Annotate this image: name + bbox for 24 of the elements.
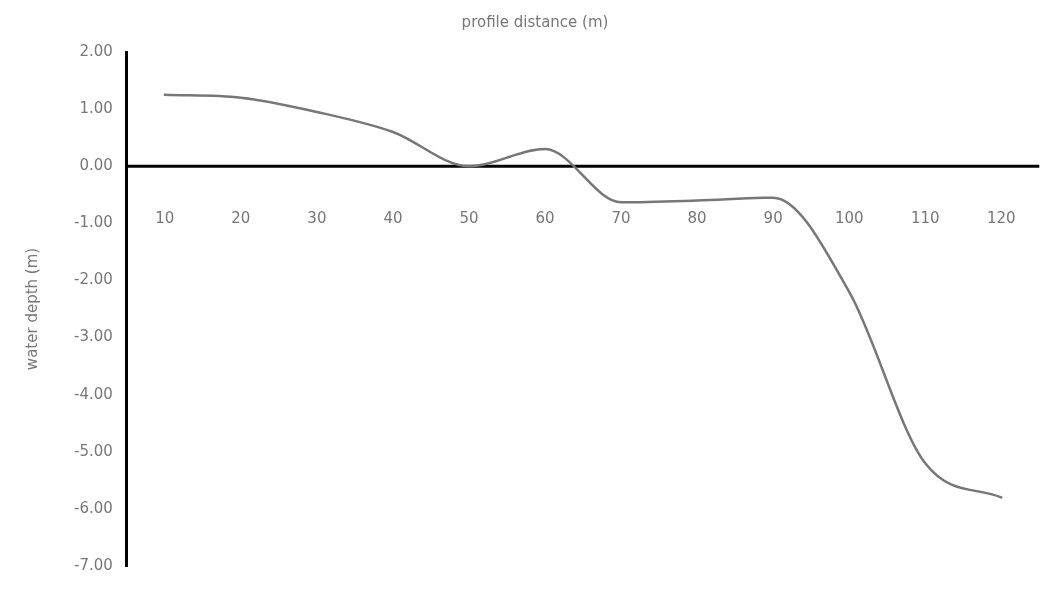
- x-tick-label: 20: [231, 209, 251, 228]
- y-tick-label: -4.00: [74, 384, 113, 403]
- x-tick-label: 90: [763, 209, 783, 228]
- x-tick-label: 30: [307, 209, 327, 228]
- x-axis-title: profile distance (m): [461, 12, 609, 31]
- y-tick-label: -1.00: [74, 213, 113, 232]
- x-tick-label: 50: [459, 209, 479, 228]
- y-tick-label: 1.00: [79, 99, 113, 117]
- y-tick-label: -3.00: [74, 327, 113, 346]
- x-tick-label: 80: [687, 209, 707, 228]
- y-tick-label: 0.00: [79, 156, 113, 175]
- x-tick-label: 110: [910, 209, 940, 228]
- x-tick-label: 100: [834, 209, 864, 228]
- y-tick-label: -2.00: [74, 270, 113, 289]
- y-tick-label: -7.00: [74, 555, 113, 574]
- y-tick-label: 2.00: [79, 41, 113, 60]
- y-tick-label: -5.00: [74, 441, 113, 460]
- x-tick-label: 10: [155, 209, 175, 228]
- y-tick-label: -6.00: [74, 498, 113, 517]
- y-axis-title: water depth (m): [22, 247, 41, 371]
- x-tick-label: 70: [611, 209, 631, 228]
- x-tick-label: 120: [986, 209, 1016, 228]
- x-tick-label: 60: [535, 209, 555, 228]
- x-tick-label: 40: [383, 209, 403, 228]
